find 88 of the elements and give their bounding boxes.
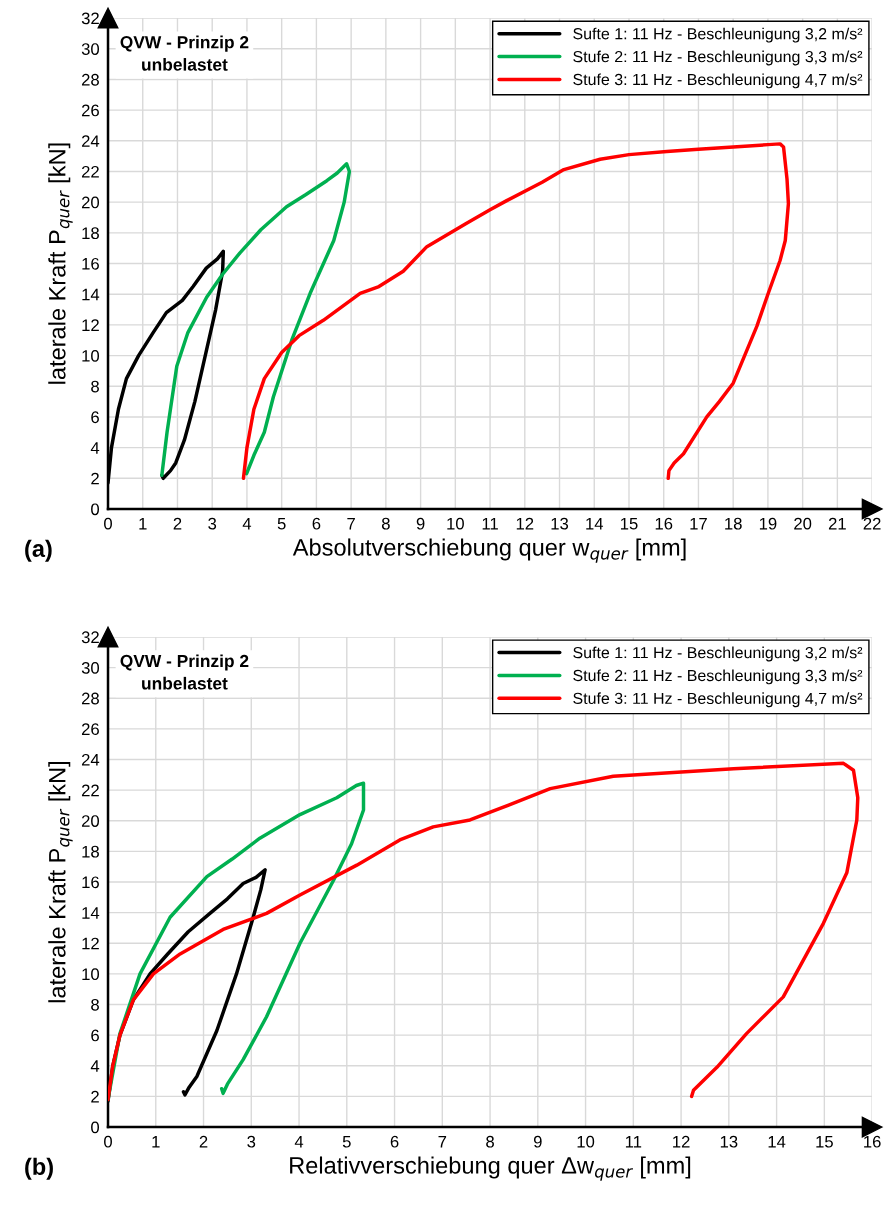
x-tick-label: 2 bbox=[173, 517, 182, 530]
x-tick-label: 8 bbox=[486, 1135, 494, 1148]
x-axis-title: Absolutverschiebung quer w$_{quer}$ [mm] bbox=[292, 538, 686, 563]
x-tick-label: 6 bbox=[390, 1135, 399, 1148]
y-tick-label: 4 bbox=[90, 442, 100, 454]
x-tick-label: 0 bbox=[104, 1135, 112, 1148]
x-tick-label: 3 bbox=[208, 517, 217, 530]
legend-label: Stufe 2: 11 Hz - Beschleunigung 3,3 m/s² bbox=[573, 669, 863, 685]
x-tick-label: 16 bbox=[655, 517, 673, 530]
y-tick-label: 20 bbox=[81, 196, 100, 209]
annotation: QVW - Prinzip 2 unbelastet bbox=[120, 654, 249, 690]
y-tick-label: 4 bbox=[90, 1060, 100, 1072]
y-tick-label: 14 bbox=[82, 288, 100, 301]
y-tick-label: 24 bbox=[81, 753, 100, 766]
x-tick-label: 15 bbox=[620, 517, 638, 530]
x-axis-title: Relativverschiebung quer Δw$_{quer}$ [mm] bbox=[290, 1156, 691, 1181]
y-tick-label: 22 bbox=[81, 784, 99, 797]
legend-label: Stufe 2: 11 Hz - Beschleunigung 3,3 m/s² bbox=[573, 50, 863, 66]
y-tick-label: 32 bbox=[81, 12, 99, 25]
y-tick-label: 30 bbox=[81, 661, 100, 674]
y-tick-label: 6 bbox=[91, 1029, 99, 1042]
y-tick-label: 26 bbox=[81, 723, 99, 736]
y-axis-title: laterale Kraft P$_{quer}$ [kN] bbox=[48, 143, 73, 384]
x-tick-label: 13 bbox=[551, 517, 569, 530]
y-tick-label: 28 bbox=[81, 73, 99, 86]
x-tick-label: 5 bbox=[277, 517, 286, 530]
x-tick-label: 22 bbox=[863, 517, 881, 530]
x-tick-label: 14 bbox=[768, 1135, 786, 1148]
y-axis-title: laterale Kraft P$_{quer}$ [kN] bbox=[48, 762, 73, 1003]
y-tick-label: 28 bbox=[81, 692, 99, 705]
y-tick-label: 24 bbox=[81, 135, 100, 147]
x-tick-label: 4 bbox=[242, 517, 252, 530]
y-tick-label: 30 bbox=[81, 43, 100, 55]
y-tick-label: 0 bbox=[91, 503, 100, 516]
y-tick-label: 12 bbox=[82, 319, 99, 331]
x-tick-label: 19 bbox=[759, 517, 777, 530]
x-tick-label: 10 bbox=[447, 517, 464, 530]
x-tick-label: 21 bbox=[828, 517, 846, 530]
x-tick-label: 15 bbox=[816, 1135, 833, 1148]
x-tick-label: 11 bbox=[482, 517, 498, 530]
x-tick-label: 4 bbox=[294, 1135, 304, 1148]
x-tick-label: 9 bbox=[416, 517, 425, 530]
text: (b) bbox=[25, 1157, 53, 1180]
y-tick-label: 20 bbox=[81, 815, 100, 827]
y-tick-label: 0 bbox=[91, 1121, 100, 1134]
y-tick-label: 10 bbox=[82, 349, 100, 362]
y-tick-label: 2 bbox=[91, 1090, 99, 1103]
y-tick-label: 2 bbox=[91, 472, 99, 485]
x-tick-label: 7 bbox=[347, 517, 355, 530]
x-tick-label: 0 bbox=[104, 517, 112, 530]
x-tick-label: 6 bbox=[312, 517, 321, 530]
x-tick-label: 17 bbox=[690, 517, 707, 530]
x-tick-label: 13 bbox=[720, 1135, 738, 1148]
y-tick-label: 32 bbox=[81, 631, 99, 644]
x-tick-label: 10 bbox=[577, 1135, 595, 1148]
x-tick-label: 16 bbox=[864, 1135, 881, 1148]
x-tick-label: 14 bbox=[586, 517, 604, 530]
legend-label: Sufte 1: 11 Hz - Beschleunigung 3,2 m/s² bbox=[573, 27, 863, 43]
text: (a) bbox=[25, 539, 52, 562]
y-tick-label: 6 bbox=[91, 411, 99, 424]
legend-label: Stufe 3: 11 Hz - Beschleunigung 4,7 m/s² bbox=[573, 692, 863, 708]
y-tick-label: 18 bbox=[82, 227, 99, 240]
y-tick-label: 16 bbox=[82, 257, 99, 270]
annotation: QVW - Prinzip 2 unbelastet bbox=[120, 35, 249, 71]
y-tick-label: 16 bbox=[82, 876, 99, 889]
legend-label: Stufe 3: 11 Hz - Beschleunigung 4,7 m/s² bbox=[573, 73, 863, 89]
legend-label: Sufte 1: 11 Hz - Beschleunigung 3,2 m/s² bbox=[573, 646, 863, 662]
x-tick-label: 5 bbox=[342, 1135, 351, 1148]
y-tick-label: 18 bbox=[82, 845, 99, 858]
y-tick-label: 8 bbox=[91, 380, 99, 393]
x-tick-label: 12 bbox=[673, 1135, 690, 1148]
y-tick-label: 22 bbox=[81, 165, 99, 178]
x-tick-label: 18 bbox=[725, 517, 742, 530]
x-tick-label: 12 bbox=[516, 517, 534, 530]
x-tick-label: 3 bbox=[247, 1135, 256, 1148]
x-tick-label: 20 bbox=[794, 517, 812, 530]
y-tick-label: 14 bbox=[82, 907, 100, 919]
x-tick-label: 7 bbox=[438, 1135, 447, 1148]
x-tick-label: 8 bbox=[381, 517, 390, 530]
x-tick-label: 11 bbox=[625, 1135, 642, 1148]
x-tick-label: 1 bbox=[152, 1135, 160, 1148]
x-tick-label: 1 bbox=[139, 517, 147, 530]
y-tick-label: 10 bbox=[82, 968, 100, 981]
y-tick-label: 26 bbox=[81, 104, 99, 117]
y-tick-label: 12 bbox=[82, 937, 99, 950]
x-tick-label: 2 bbox=[199, 1135, 208, 1148]
y-tick-label: 8 bbox=[91, 998, 99, 1011]
x-tick-label: 9 bbox=[533, 1135, 542, 1148]
